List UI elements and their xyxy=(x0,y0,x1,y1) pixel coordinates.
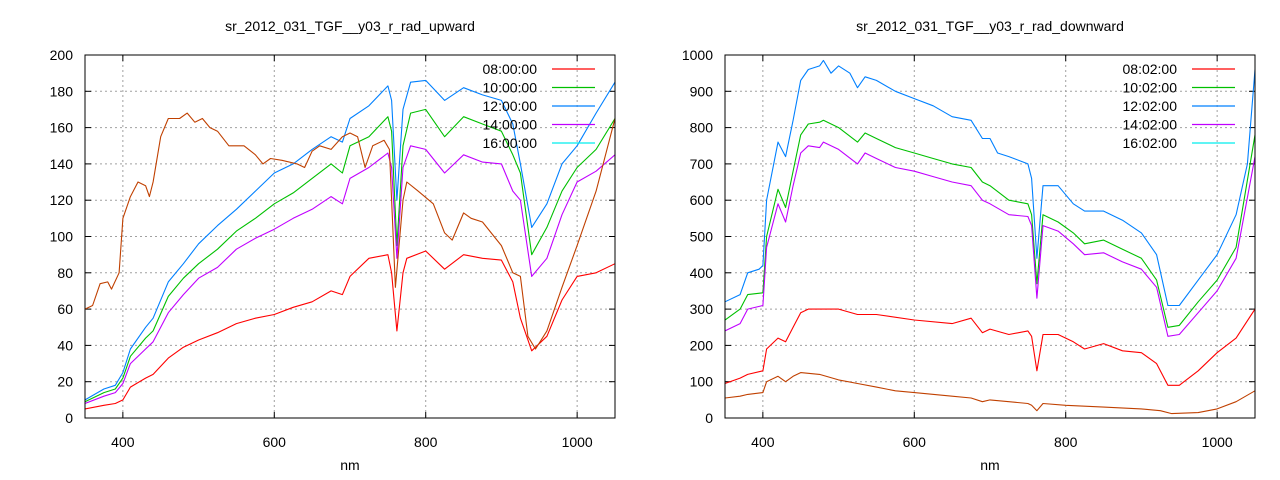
x-tick-label: 600 xyxy=(263,434,287,450)
x-tick-label: 1000 xyxy=(562,434,593,450)
y-tick-label: 200 xyxy=(690,337,714,353)
x-tick-label: 600 xyxy=(903,434,927,450)
legend-label: 10:02:00 xyxy=(1123,80,1178,96)
y-tick-label: 140 xyxy=(50,156,74,172)
y-tick-label: 160 xyxy=(50,120,74,136)
y-tick-label: 40 xyxy=(57,337,73,353)
legend-label: 08:02:00 xyxy=(1123,61,1178,77)
y-tick-label: 80 xyxy=(57,265,73,281)
series-line-14-00-00 xyxy=(85,145,615,405)
chart-title: sr_2012_031_TGF__y03_r_rad_upward xyxy=(225,18,475,34)
y-tick-label: 200 xyxy=(50,47,74,63)
legend-label: 16:02:00 xyxy=(1123,135,1178,151)
legend-label: 12:02:00 xyxy=(1123,98,1178,114)
chart-panel-1: 0 20 40 60 80 100 120 140 160 180 200 400 600 800 1000… xyxy=(50,18,616,473)
series-line-10-00-00 xyxy=(85,108,615,403)
series-line-08-00-00 xyxy=(85,250,615,410)
series-line-16-02-00 xyxy=(725,372,1255,415)
y-tick-label: 100 xyxy=(50,229,74,245)
y-tick-label: 600 xyxy=(690,192,714,208)
y-tick-label: 180 xyxy=(50,83,74,99)
legend-label: 10:00:00 xyxy=(483,80,538,96)
x-tick-label: 1000 xyxy=(1202,434,1233,450)
x-tick-label: 800 xyxy=(1054,434,1078,450)
y-tick-label: 20 xyxy=(57,374,73,390)
series-line-08-02-00 xyxy=(725,308,1255,386)
legend-label: 16:00:00 xyxy=(483,135,538,151)
y-tick-label: 400 xyxy=(690,265,714,281)
series-line-12-00-00 xyxy=(85,79,615,401)
legend-label: 08:00:00 xyxy=(483,61,538,77)
y-tick-label: 120 xyxy=(50,192,74,208)
y-tick-label: 0 xyxy=(705,410,713,426)
plot-frame xyxy=(84,54,616,419)
series-line-12-02-00 xyxy=(725,59,1255,307)
y-tick-label: 800 xyxy=(690,120,714,136)
chart-title: sr_2012_031_TGF__y03_r_rad_downward xyxy=(856,18,1124,34)
y-tick-label: 300 xyxy=(690,301,714,317)
legend-label: 14:02:00 xyxy=(1123,117,1178,133)
plot-frame xyxy=(724,54,1256,419)
y-tick-label: 900 xyxy=(690,83,714,99)
x-axis-label: nm xyxy=(980,457,999,473)
x-tick-label: 400 xyxy=(111,434,135,450)
legend-label: 14:00:00 xyxy=(483,117,538,133)
x-tick-label: 800 xyxy=(414,434,438,450)
series-line-16-00-00 xyxy=(85,112,615,350)
x-tick-label: 400 xyxy=(751,434,775,450)
y-tick-label: 500 xyxy=(690,229,714,245)
y-tick-label: 100 xyxy=(690,374,714,390)
chart-panel-2: 0 100 200 300 400 500 600 700 800 900 1000 400 600 80… xyxy=(682,18,1256,473)
y-tick-label: 0 xyxy=(65,410,73,426)
x-axis-label: nm xyxy=(340,457,359,473)
series-line-14-02-00 xyxy=(725,141,1255,337)
y-tick-label: 700 xyxy=(690,156,714,172)
y-tick-label: 1000 xyxy=(682,47,713,63)
legend-label: 12:00:00 xyxy=(483,98,538,114)
y-tick-label: 60 xyxy=(57,301,73,317)
series-line-10-02-00 xyxy=(725,119,1255,328)
